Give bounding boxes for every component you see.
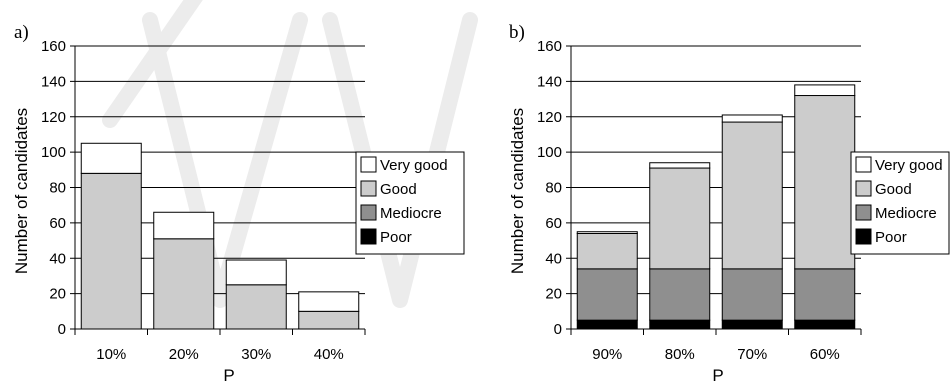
bar-segment-good: [794, 95, 856, 270]
legend-label: Good: [380, 181, 417, 198]
chart-panel-b: b) 0 20 40 60 80 100 120 140 160 90% 80% 70% 60% Nu…: [508, 22, 950, 383]
bar-segment-good: [298, 310, 360, 330]
bar-segment-very-good: [794, 84, 856, 97]
legend-label: Poor: [875, 229, 907, 246]
bar-segment-very-good: [153, 211, 215, 240]
legend-label: Very good: [380, 157, 448, 174]
chart-panel-a: a) 0 20 40 60 80 100 120 140 160 10% 20% 30% 40% Nu…: [12, 22, 465, 383]
bar-segment-mediocre: [576, 268, 638, 321]
y-tick-label: 120: [537, 109, 562, 126]
legend-swatch: [360, 156, 377, 173]
x-tick-label: 70%: [737, 346, 767, 363]
bar-segment-mediocre: [794, 268, 856, 321]
legend-label: Very good: [875, 157, 943, 174]
legend-label: Poor: [380, 229, 412, 246]
x-tick-label: 20%: [169, 346, 199, 363]
legend: Very good Good Mediocre Poor: [355, 151, 465, 255]
bar-segment-poor: [721, 319, 783, 330]
bar-segment-mediocre: [649, 268, 711, 321]
y-tick-label: 60: [545, 215, 562, 232]
legend-swatch: [855, 180, 872, 197]
watermark: [102, 0, 478, 308]
bar-segment-very-good: [298, 291, 360, 312]
y-tick-label: 20: [49, 286, 66, 303]
x-tick-label: 90%: [592, 346, 622, 363]
x-tick-labels: 90% 80% 70% 60%: [592, 346, 840, 363]
legend-swatch: [855, 156, 872, 173]
y-tick-label: 100: [537, 144, 562, 161]
y-tick-label: 0: [554, 321, 562, 338]
x-tick-label: 60%: [810, 346, 840, 363]
y-axis-label: Number of candidates: [12, 108, 31, 274]
bar-segment-mediocre: [721, 268, 783, 321]
y-tick-labels: 0 20 40 60 80 100 120 140 160: [41, 38, 66, 338]
bar-segment-poor: [794, 319, 856, 330]
bar-segment-good: [576, 232, 638, 270]
y-tick-label: 160: [41, 38, 66, 55]
y-tick-label: 40: [49, 250, 66, 267]
x-axis-label: P: [223, 366, 234, 383]
bar-segment-poor: [576, 319, 638, 330]
y-tick-label: 160: [537, 38, 562, 55]
bar-segment-very-good: [649, 162, 711, 169]
y-tick-labels: 0 20 40 60 80 100 120 140 160: [537, 38, 562, 338]
legend: Very good Good Mediocre Poor: [850, 151, 950, 255]
x-tick-label: 30%: [241, 346, 271, 363]
legend-label: Mediocre: [380, 205, 442, 222]
y-tick-label: 40: [545, 250, 562, 267]
x-tick-labels: 10% 20% 30% 40%: [96, 346, 344, 363]
bar-segment-very-good: [80, 142, 142, 174]
legend-label: Good: [875, 181, 912, 198]
bar-segment-good: [649, 167, 711, 270]
bar-segment-good: [721, 121, 783, 270]
bar-segment-poor: [649, 319, 711, 330]
bars: [576, 84, 856, 330]
legend-label: Mediocre: [875, 205, 937, 222]
x-tick-label: 40%: [314, 346, 344, 363]
y-tick-label: 120: [41, 109, 66, 126]
y-tick-label: 60: [49, 215, 66, 232]
x-tick-label: 80%: [665, 346, 695, 363]
y-tick-label: 80: [545, 180, 562, 197]
bar-segment-very-good: [225, 259, 287, 286]
y-tick-label: 80: [49, 180, 66, 197]
panel-label-b: b): [509, 22, 525, 43]
y-tick-label: 100: [41, 144, 66, 161]
bar-segment-good: [80, 172, 142, 330]
y-tick-label: 140: [537, 73, 562, 90]
bars: [80, 142, 360, 330]
legend-swatch: [360, 180, 377, 197]
legend-swatch: [855, 228, 872, 245]
y-tick-label: 140: [41, 73, 66, 90]
legend-swatch: [360, 228, 377, 245]
bar-segment-very-good: [576, 231, 638, 234]
y-tick-label: 0: [58, 321, 66, 338]
legend-swatch: [855, 204, 872, 221]
y-axis-label: Number of candidates: [508, 108, 527, 274]
x-tick-label: 10%: [96, 346, 126, 363]
legend-swatch: [360, 204, 377, 221]
bar-segment-good: [225, 284, 287, 330]
panel-label-a: a): [14, 22, 29, 43]
bar-segment-good: [153, 238, 215, 330]
bar-segment-very-good: [721, 114, 783, 123]
x-axis-label: P: [712, 366, 723, 383]
y-tick-label: 20: [545, 286, 562, 303]
